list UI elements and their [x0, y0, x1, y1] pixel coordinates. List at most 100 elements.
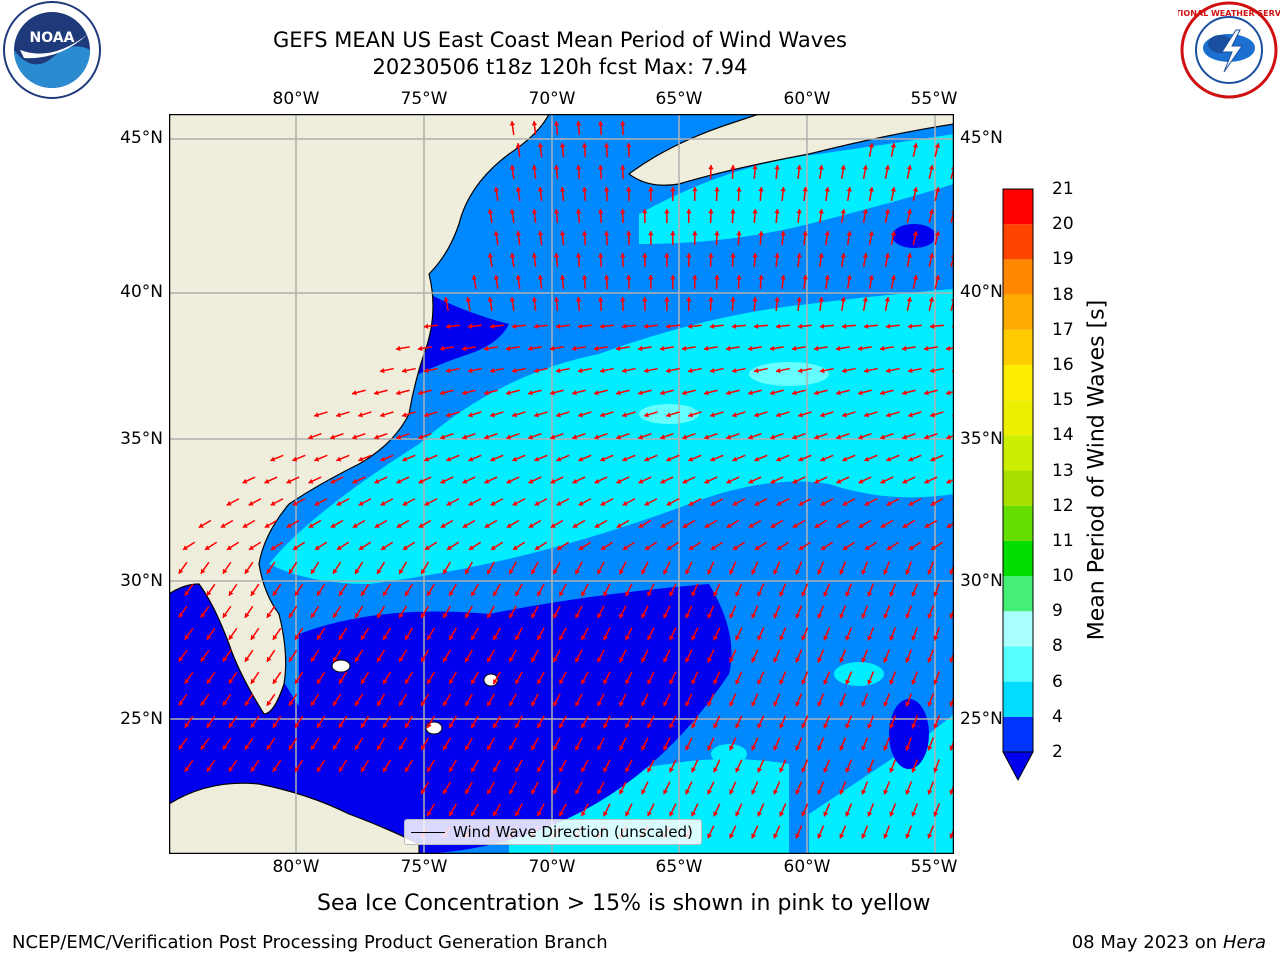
wave-direction-arrowhead — [339, 590, 344, 596]
wave-direction-arrowhead — [751, 833, 757, 839]
wave-direction-arrowhead — [735, 811, 741, 817]
wave-direction-arrowhead — [603, 591, 608, 597]
wave-direction-arrowhead — [757, 767, 763, 773]
wave-direction-arrowhead — [927, 613, 933, 619]
wave-direction-arrowhead — [682, 390, 687, 396]
wave-direction-arrowhead — [427, 591, 432, 597]
wave-direction-arrowhead — [593, 345, 599, 352]
wave-direction-arrowhead — [692, 275, 698, 280]
wave-direction-arrowhead — [835, 345, 841, 352]
wave-direction-arrowhead — [823, 679, 829, 685]
wave-direction-arrowhead — [550, 478, 556, 484]
wave-direction-arrowhead — [791, 345, 797, 352]
wave-direction-arrowhead — [840, 209, 846, 214]
wave-direction-arrowhead — [747, 345, 753, 352]
wave-direction-arrowhead — [714, 275, 720, 280]
wave-direction-arrowhead — [559, 635, 564, 641]
wave-direction-arrowhead — [228, 766, 234, 772]
colorbar-tick-label: 11 — [1052, 530, 1074, 551]
wave-direction-arrowhead — [506, 390, 511, 396]
wave-direction-arrowhead — [418, 434, 424, 440]
wave-direction-arrowhead — [597, 789, 602, 795]
wave-direction-arrowhead — [886, 500, 892, 506]
wave-direction-arrowhead — [776, 545, 782, 550]
wave-direction-arrowhead — [754, 412, 759, 418]
wave-direction-arrowhead — [288, 568, 294, 574]
wave-direction-arrowhead — [820, 412, 825, 418]
wave-direction-arrowhead — [352, 523, 358, 528]
wave-direction-arrowhead — [575, 745, 580, 751]
wave-direction-arrowhead — [908, 500, 914, 506]
wave-direction-arrowhead — [206, 678, 212, 684]
wave-direction-arrowhead — [644, 500, 650, 506]
lat-tick-right-25n: 25°N — [960, 709, 1003, 729]
wave-direction-arrowhead — [884, 297, 890, 302]
wave-direction-arrowhead — [424, 500, 430, 506]
wave-direction-arrowhead — [626, 231, 632, 236]
wave-direction-arrowhead — [537, 723, 542, 729]
wave-direction-arrowhead — [395, 345, 401, 352]
wave-direction-arrowhead — [418, 523, 424, 528]
wave-direction-arrowhead — [885, 367, 891, 374]
wave-direction-arrowhead — [578, 412, 583, 418]
wave-direction-arrowhead — [906, 253, 913, 258]
wave-direction-arrowhead — [266, 656, 272, 662]
wave-direction-arrowhead — [686, 297, 692, 302]
wave-direction-arrowhead — [905, 569, 911, 575]
wave-direction-arrowhead — [779, 591, 785, 597]
wave-direction-arrowhead — [839, 657, 845, 663]
wave-direction-arrowhead — [688, 500, 694, 506]
wave-direction-arrowhead — [220, 523, 226, 528]
wave-direction-arrowhead — [883, 657, 889, 663]
wave-direction-arrowhead — [665, 367, 671, 374]
wave-direction-arrowhead — [603, 231, 610, 236]
wave-direction-arrowhead — [707, 833, 713, 839]
wave-direction-arrowhead — [244, 568, 250, 574]
wave-direction-arrowhead — [669, 723, 675, 729]
wave-direction-arrowhead — [427, 635, 432, 641]
wave-direction-arrowhead — [842, 412, 847, 418]
wave-direction-arrowhead — [292, 545, 298, 550]
wave-direction-arrowhead — [669, 811, 675, 817]
wave-direction-arrowhead — [726, 523, 732, 528]
wave-direction-arrowhead — [886, 412, 891, 418]
wave-direction-arrowhead — [572, 478, 578, 484]
wave-direction-arrowhead — [692, 231, 698, 236]
wave-direction-arrowhead — [912, 143, 919, 148]
lon-tick-top-65w: 65°W — [655, 89, 703, 109]
map-frame — [169, 114, 954, 854]
wave-direction-arrowhead — [757, 591, 763, 597]
wave-direction-arrowhead — [911, 811, 917, 817]
wave-direction-arrowhead — [858, 390, 863, 396]
wave-direction-arrowhead — [929, 323, 935, 329]
wave-direction-arrowhead — [493, 679, 498, 685]
wave-direction-arrowhead — [758, 231, 764, 236]
wave-direction-arrowhead — [752, 297, 758, 302]
wave-direction-arrowhead — [361, 678, 366, 684]
wave-direction-arrowhead — [735, 767, 741, 773]
wave-direction-arrowhead — [817, 657, 823, 663]
wave-direction-arrowhead — [399, 744, 404, 750]
wave-direction-arrowhead — [797, 367, 803, 374]
colorbar-segment — [1003, 294, 1033, 330]
wave-direction-arrowhead — [440, 434, 446, 440]
wave-direction-arrowhead — [713, 767, 719, 773]
wave-direction-arrowhead — [310, 700, 316, 706]
wave-direction-arrowhead — [399, 612, 404, 618]
colorbar-tick-label: 2 — [1052, 742, 1063, 762]
wave-direction-arrowhead — [819, 323, 825, 329]
wave-direction-arrowhead — [288, 744, 294, 750]
wave-direction-arrowhead — [383, 766, 388, 772]
wave-direction-arrowhead — [509, 701, 514, 707]
wave-direction-arrowhead — [443, 789, 448, 795]
wave-direction-arrowhead — [861, 789, 867, 795]
contour-4-6-band-north — [639, 134, 954, 244]
wave-direction-arrowhead — [642, 253, 648, 258]
wave-direction-arrowhead — [559, 231, 566, 236]
wave-direction-arrowhead — [798, 545, 804, 550]
wave-direction-arrowhead — [779, 679, 785, 685]
wave-direction-arrowhead — [775, 367, 781, 374]
wave-direction-arrowhead — [669, 767, 675, 773]
wave-direction-arrowhead — [597, 569, 602, 575]
wave-direction-arrowhead — [817, 701, 823, 707]
